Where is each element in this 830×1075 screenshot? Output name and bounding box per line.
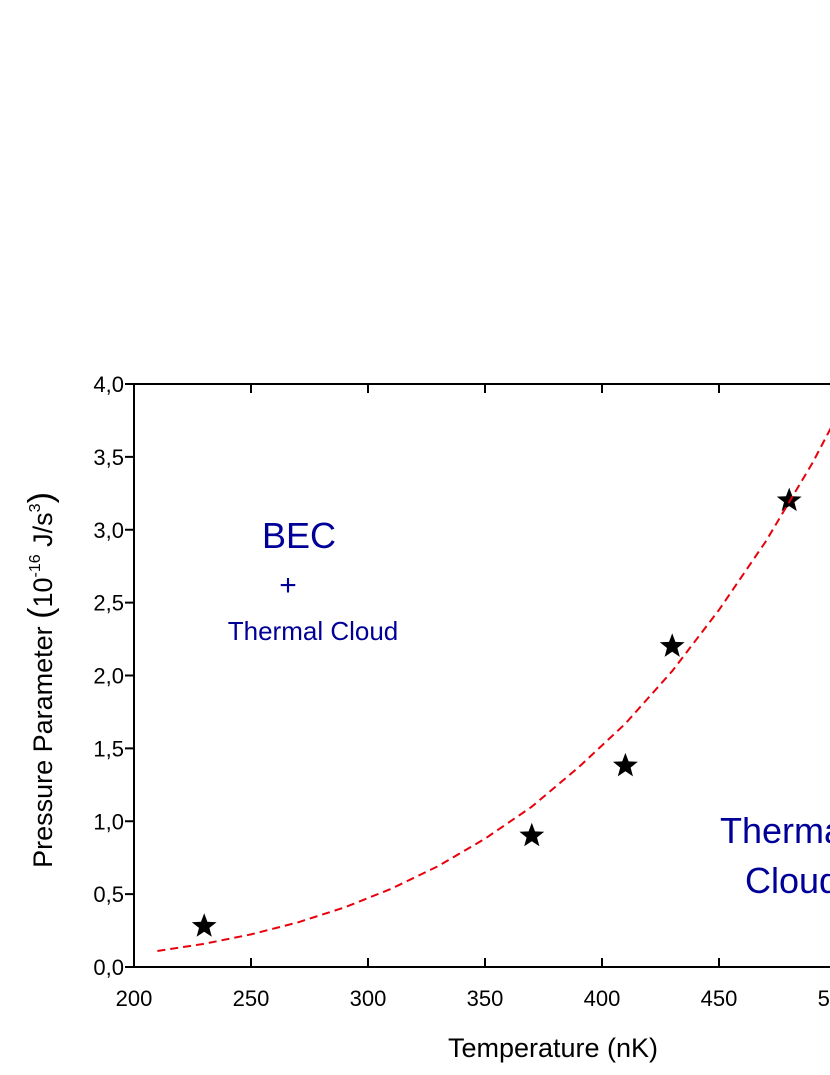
star-point xyxy=(191,913,217,937)
x-tick-label: 500 xyxy=(818,986,830,1011)
annotation: Thermal xyxy=(720,810,830,851)
y-axis-title-unit: -16 xyxy=(27,554,44,577)
y-axis-title-main: Pressure Parameter xyxy=(28,626,58,868)
y-axis-title-unit: ( xyxy=(22,607,60,619)
y-axis-title: Pressure Parameter (10-16 J/s3) xyxy=(22,492,60,868)
star-point xyxy=(776,487,802,512)
x-tick-label: 350 xyxy=(467,986,504,1011)
x-tick-label: 300 xyxy=(350,986,387,1011)
y-tick-label: 0,0 xyxy=(93,955,124,980)
annotation: BEC xyxy=(262,515,336,556)
y-tick-label: 3,0 xyxy=(93,518,124,543)
y-tick-label: 3,5 xyxy=(93,445,124,470)
x-tick-label: 400 xyxy=(584,986,621,1011)
y-axis-title-unit: 3 xyxy=(27,503,44,512)
star-point xyxy=(659,633,685,657)
x-tick-label: 250 xyxy=(233,986,270,1011)
y-axis-title-unit: ) xyxy=(22,492,60,503)
annotation: + xyxy=(279,569,297,602)
x-tick-label: 200 xyxy=(116,986,153,1011)
annotation: Cloud xyxy=(745,860,830,901)
y-axis-title-unit: 10 xyxy=(28,577,58,607)
y-tick-label: 1,5 xyxy=(93,736,124,761)
plot-area xyxy=(157,427,830,952)
star-point xyxy=(613,752,638,777)
x-tick-label: 450 xyxy=(701,986,738,1011)
y-axis-title-unit: J/s xyxy=(28,512,58,554)
y-tick-label: 2,5 xyxy=(93,591,124,616)
y-tick-label: 2,0 xyxy=(93,664,124,689)
annotation: Thermal Cloud xyxy=(228,616,399,646)
y-tick-label: 1,0 xyxy=(93,809,124,834)
star-point xyxy=(519,822,545,847)
x-axis-title: Temperature (nK) xyxy=(448,1033,658,1063)
y-tick-label: 4,0 xyxy=(93,372,124,397)
fit-line xyxy=(157,427,830,952)
y-tick-label: 0,5 xyxy=(93,882,124,907)
